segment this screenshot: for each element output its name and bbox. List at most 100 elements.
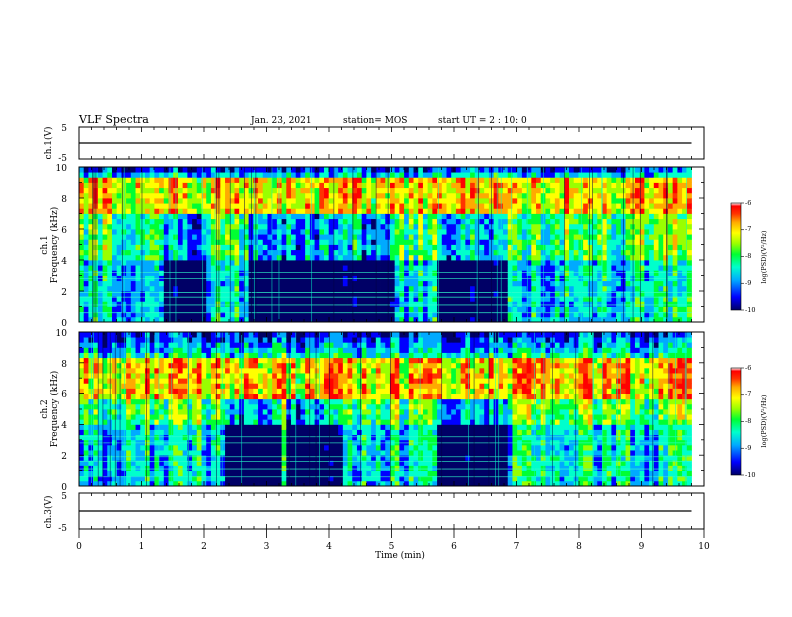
ch1-spectrogram-cell [560,224,565,230]
ch1-spectrogram-cell [508,291,513,297]
ch1-spectrogram-cell [343,224,348,230]
ch2-spectrogram-cell [169,450,174,456]
ch1-spectrogram-cell [465,234,470,240]
ch1-spectrogram-cell [371,265,376,271]
ch1-spectrogram-cell [310,193,315,199]
ch1-spectrogram-cell [183,193,188,199]
ch1-spectrogram-cell [555,255,560,261]
ch1-spectrogram-cell [192,239,197,245]
ch1-spectrogram-cell [569,172,574,178]
ch1-spectrogram-cell [376,307,381,313]
ch1-spectrogram-cell [560,245,565,251]
ch1-spectrogram-cell [668,177,673,183]
ch1-spectrogram-cell [381,193,386,199]
ch1-spectrogram-cell [178,229,183,235]
ch1-spectrogram-cell [178,265,183,271]
ch1-spectrogram-cell [258,245,263,251]
ch1-spectrogram-cell [107,193,112,199]
ch1-spectrogram-cell [277,219,282,225]
ch1-spectrogram-cell [296,270,301,276]
ch2-spectrogram-cell [173,378,178,384]
ch2-spectrogram-cell [79,388,84,394]
ch1-spectrogram-cell [522,250,527,256]
ch1-spectrogram-cell [286,188,291,194]
ch1-spectrogram-cell [164,301,169,307]
ch1-spectrogram-cell [508,193,513,199]
ch1-spectrogram-cell [343,229,348,235]
ch2-spectrogram-cell [131,471,136,477]
ch1-spectrogram-cell [611,245,616,251]
ch1-spectrogram-cell [84,234,89,240]
ch1-spectrogram-cell [366,281,371,287]
ch1-spectrogram-cell [263,255,268,261]
ch1-spectrogram-cell [545,265,550,271]
ch1-spectrogram-cell [187,245,192,251]
ch1-spectrogram-cell [555,224,560,230]
ch1-spectrogram-cell [164,291,169,297]
ch1-spectrogram-cell [272,203,277,209]
ch1-spectrogram-cell [574,193,579,199]
ch1-spectrogram-cell [300,286,305,292]
ch2-spectrogram-cell [192,409,197,415]
ch1-spectrogram-cell [531,281,536,287]
ch1-spectrogram-cell [315,193,320,199]
ch1-spectrogram-cell [234,214,239,220]
ch1-spectrogram-cell [225,239,230,245]
ch2-spectrogram-cell [159,404,164,410]
ch2-spectrogram-cell [126,450,131,456]
ch1-spectrogram-cell [626,198,631,204]
ch1-spectrogram-cell [319,281,324,287]
ch1-spectrogram-cell [626,183,631,189]
ch2-spectrogram-cell [183,445,188,451]
ch1-spectrogram-cell [578,183,583,189]
ch1-spectrogram-cell [324,198,329,204]
ch1-spectrogram-cell [79,250,84,256]
ch1-spectrogram-cell [404,229,409,235]
ch1-spectrogram-cell [536,208,541,214]
ch1-spectrogram-cell [626,286,631,292]
ch1-spectrogram-cell [437,307,442,313]
ch1-spectrogram-cell [362,198,367,204]
ch2-spectrogram-cell [183,378,188,384]
ch1-spectrogram-cell [465,307,470,313]
ch1-spectrogram-cell [239,286,244,292]
ch1-spectrogram-cell [263,250,268,256]
ch1-spectrogram-cell [649,203,654,209]
ch1-spectrogram-cell [593,234,598,240]
ch1-spectrogram-cell [470,255,475,261]
ch2-spectrogram-cell [173,430,178,436]
ch2-spectrogram-cell [183,358,188,364]
ch2-spectrogram-cell [117,383,122,389]
ch1-spectrogram-cell [390,172,395,178]
ch1-spectrogram-cell [550,183,555,189]
ch1-spectrogram-cell [164,250,169,256]
ch1-spectrogram-cell [663,301,668,307]
ch1-spectrogram-cell [381,188,386,194]
ch2-spectrogram-cell [140,368,145,374]
ch1-spectrogram-cell [225,291,230,297]
ch1-spectrogram-cell [479,188,484,194]
ch1-spectrogram-cell [145,188,150,194]
ch1-spectrogram-cell [404,270,409,276]
ch1-spectrogram-cell [206,188,211,194]
ch1-spectrogram-cell [300,270,305,276]
ch1-spectrogram-cell [654,286,659,292]
ch2-spectrogram-cell [192,465,197,471]
ch1-spectrogram-cell [550,224,555,230]
ch1-spectrogram-cell [611,255,616,261]
ch1-spectrogram-cell [154,214,159,220]
ch2-spectrogram-cell [107,435,112,441]
ch1-spectrogram-cell [409,281,414,287]
ch1-spectrogram-cell [602,167,607,173]
ch1-spectrogram-cell [508,260,513,266]
ch1-spectrogram-cell [348,270,353,276]
ch1-spectrogram-cell [531,265,536,271]
ch1-spectrogram-cell [296,286,301,292]
ch2-spectrogram-cell [197,455,202,461]
ch2-spectrogram-cell [230,399,235,405]
ch1-spectrogram-cell [677,219,682,225]
ch2-spectrogram-cell [211,445,216,451]
ch2-spectrogram-cell [164,383,169,389]
ch2-spectrogram-cell [88,399,93,405]
